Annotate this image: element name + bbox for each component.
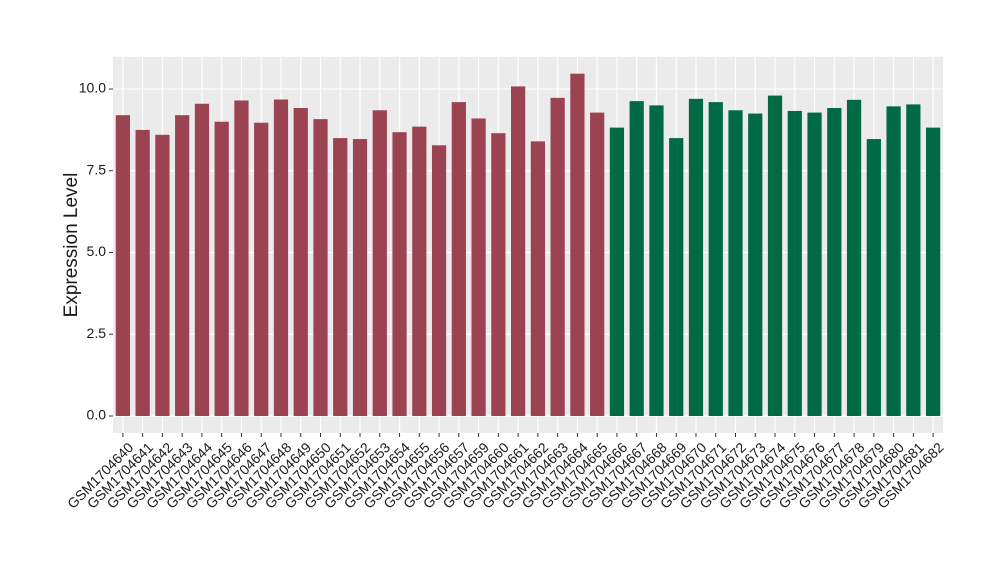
bar xyxy=(471,118,486,416)
bar xyxy=(491,133,506,416)
bar xyxy=(333,138,348,416)
bar xyxy=(590,112,605,416)
bar xyxy=(115,115,130,416)
bar xyxy=(767,95,783,416)
bar xyxy=(352,139,368,416)
bar xyxy=(866,139,881,416)
bar xyxy=(570,73,585,416)
bar xyxy=(748,113,763,416)
bar xyxy=(372,110,387,416)
bar xyxy=(273,99,289,416)
bar xyxy=(194,103,210,416)
bar xyxy=(175,115,190,416)
y-tick-label: 10.0 xyxy=(79,80,106,96)
bar xyxy=(431,145,447,416)
bar xyxy=(728,110,743,416)
bar xyxy=(155,134,170,416)
bar xyxy=(807,112,822,416)
bar xyxy=(926,127,941,416)
bar xyxy=(688,98,704,416)
bar xyxy=(412,126,427,416)
bar xyxy=(708,102,723,416)
bar xyxy=(293,108,308,416)
bar xyxy=(392,132,407,416)
bar xyxy=(135,129,150,416)
bar xyxy=(906,104,921,416)
bar xyxy=(629,101,644,416)
bar xyxy=(451,102,466,416)
plot-background xyxy=(113,57,943,433)
bar xyxy=(254,122,269,416)
bar xyxy=(530,141,545,416)
bar xyxy=(550,97,565,416)
bar xyxy=(669,138,684,416)
bar xyxy=(313,119,328,416)
bar xyxy=(827,108,842,416)
y-tick-label: 0.0 xyxy=(87,407,107,423)
bar xyxy=(649,105,664,416)
bar xyxy=(609,127,625,416)
bar xyxy=(214,121,229,416)
y-tick-label: 2.5 xyxy=(87,325,107,341)
bar xyxy=(787,110,802,416)
y-tick-label: 5.0 xyxy=(87,243,107,259)
bar xyxy=(886,106,901,416)
bar xyxy=(846,99,862,416)
bar xyxy=(511,86,526,416)
bar xyxy=(234,100,249,416)
y-axis-title: Expression Level xyxy=(61,173,82,318)
y-tick-label: 7.5 xyxy=(87,161,107,177)
